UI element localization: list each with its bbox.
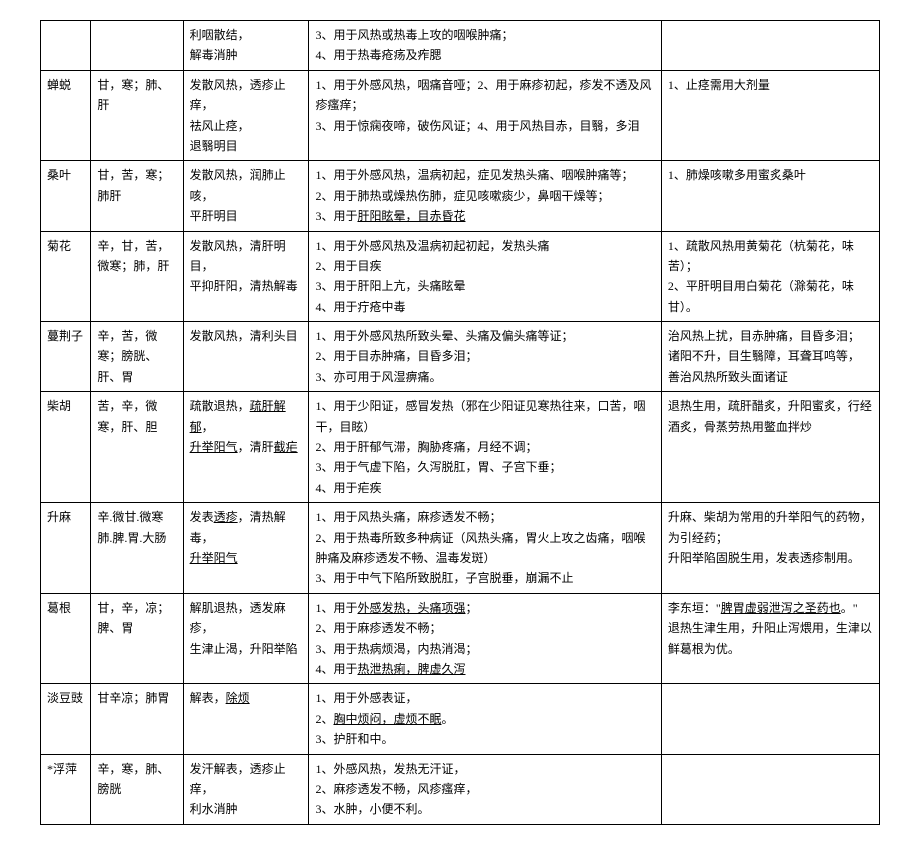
- herb-nature: 甘，辛，凉；脾、胃: [91, 593, 183, 684]
- herb-nature: 辛，甘，苦，微寒；肺，肝: [91, 231, 183, 322]
- herb-function: 发散风热，清肝明目，平抑肝阳，清热解毒: [183, 231, 309, 322]
- herb-application: 1、用于风热头痛，麻疹透发不畅；2、用于热毒所致多种病证（风热头痛，胃火上攻之齿…: [309, 503, 661, 594]
- herb-remarks: 李东垣："脾胃虚弱泄泻之圣药也。"退热生津生用，升阳止泻煨用，生津以鲜葛根为优。: [661, 593, 879, 684]
- herb-name: *浮萍: [41, 754, 91, 824]
- herb-application: 1、外感风热，发热无汗证，2、麻疹透发不畅，风疹瘙痒，3、水肿，小便不利。: [309, 754, 661, 824]
- herb-application: 3、用于风热或热毒上攻的咽喉肿痛；4、用于热毒疮疡及痄腮: [309, 21, 661, 71]
- herb-application: 1、用于少阳证，感冒发热（邪在少阳证见寒热往来，口苦，咽干，目眩）2、用于肝郁气…: [309, 392, 661, 503]
- herb-remarks: 升麻、柴胡为常用的升举阳气的药物，为引经药；升阳举陷固脱生用，发表透疹制用。: [661, 503, 879, 594]
- herb-nature: 甘，寒；肺、肝: [91, 70, 183, 161]
- herb-name: 桑叶: [41, 161, 91, 231]
- herb-name: 蝉蜕: [41, 70, 91, 161]
- table-row: 蔓荆子辛，苦，微寒；膀胱、肝、胃发散风热，清利头目1、用于外感风热所致头晕、头痛…: [41, 322, 880, 392]
- herb-function: 发散风热，润肺止咳，平肝明目: [183, 161, 309, 231]
- herb-remarks: [661, 754, 879, 824]
- herb-table: 利咽散结，解毒消肿3、用于风热或热毒上攻的咽喉肿痛；4、用于热毒疮疡及痄腮蝉蜕甘…: [40, 20, 880, 825]
- herb-function: 利咽散结，解毒消肿: [183, 21, 309, 71]
- herb-function: 解肌退热，透发麻疹，生津止渴，升阳举陷: [183, 593, 309, 684]
- table-row: 桑叶甘，苦，寒；肺肝发散风热，润肺止咳，平肝明目1、用于外感风热，温病初起，症见…: [41, 161, 880, 231]
- herb-name: [41, 21, 91, 71]
- table-row: 蝉蜕甘，寒；肺、肝发散风热，透疹止痒，祛风止痉，退翳明目1、用于外感风热，咽痛音…: [41, 70, 880, 161]
- herb-remarks: 退热生用，疏肝醋炙，升阳蜜炙，行经酒炙，骨蒸劳热用鳖血拌炒: [661, 392, 879, 503]
- herb-function: 发汗解表，透疹止痒，利水消肿: [183, 754, 309, 824]
- herb-nature: 甘辛凉；肺胃: [91, 684, 183, 754]
- herb-nature: 辛，寒，肺、膀胱: [91, 754, 183, 824]
- herb-application: 1、用于外感表证，2、胸中烦闷，虚烦不眠。3、护肝和中。: [309, 684, 661, 754]
- herb-nature: 辛.微甘.微寒肺.脾.胃.大肠: [91, 503, 183, 594]
- herb-nature: [91, 21, 183, 71]
- table-row: 葛根甘，辛，凉；脾、胃解肌退热，透发麻疹，生津止渴，升阳举陷1、用于外感发热，头…: [41, 593, 880, 684]
- table-row: 升麻辛.微甘.微寒肺.脾.胃.大肠发表透疹，清热解毒，升举阳气1、用于风热头痛，…: [41, 503, 880, 594]
- herb-nature: 苦，辛，微寒，肝、胆: [91, 392, 183, 503]
- herb-remarks: [661, 684, 879, 754]
- table-row: *浮萍辛，寒，肺、膀胱发汗解表，透疹止痒，利水消肿1、外感风热，发热无汗证，2、…: [41, 754, 880, 824]
- table-row: 柴胡苦，辛，微寒，肝、胆疏散退热，疏肝解郁，升举阳气，清肝截疟1、用于少阳证，感…: [41, 392, 880, 503]
- herb-function: 解表，除烦: [183, 684, 309, 754]
- herb-remarks: 治风热上扰，目赤肿痛，目昏多泪；诸阳不升，目生翳障，耳聋耳鸣等，善治风热所致头面…: [661, 322, 879, 392]
- herb-name: 蔓荆子: [41, 322, 91, 392]
- herb-name: 菊花: [41, 231, 91, 322]
- table-row: 淡豆豉甘辛凉；肺胃解表，除烦1、用于外感表证，2、胸中烦闷，虚烦不眠。3、护肝和…: [41, 684, 880, 754]
- herb-remarks: 1、疏散风热用黄菊花（杭菊花，味苦）；2、平肝明目用白菊花（滁菊花，味甘）。: [661, 231, 879, 322]
- table-row: 菊花辛，甘，苦，微寒；肺，肝发散风热，清肝明目，平抑肝阳，清热解毒1、用于外感风…: [41, 231, 880, 322]
- herb-application: 1、用于外感风热所致头晕、头痛及偏头痛等证；2、用于目赤肿痛，目昏多泪；3、亦可…: [309, 322, 661, 392]
- herb-name: 淡豆豉: [41, 684, 91, 754]
- herb-application: 1、用于外感风热及温病初起初起，发热头痛2、用于目疾3、用于肝阳上亢，头痛眩晕4…: [309, 231, 661, 322]
- herb-remarks: 1、肺燥咳嗽多用蜜炙桑叶: [661, 161, 879, 231]
- herb-nature: 辛，苦，微寒；膀胱、肝、胃: [91, 322, 183, 392]
- herb-function: 发散风热，清利头目: [183, 322, 309, 392]
- herb-name: 升麻: [41, 503, 91, 594]
- herb-function: 发表透疹，清热解毒，升举阳气: [183, 503, 309, 594]
- herb-application: 1、用于外感风热，温病初起，症见发热头痛、咽喉肿痛等；2、用于肺热或燥热伤肺，症…: [309, 161, 661, 231]
- herb-remarks: [661, 21, 879, 71]
- herb-name: 柴胡: [41, 392, 91, 503]
- herb-name: 葛根: [41, 593, 91, 684]
- herb-function: 疏散退热，疏肝解郁，升举阳气，清肝截疟: [183, 392, 309, 503]
- herb-remarks: 1、止痉需用大剂量: [661, 70, 879, 161]
- herb-function: 发散风热，透疹止痒，祛风止痉，退翳明目: [183, 70, 309, 161]
- herb-application: 1、用于外感发热，头痛项强；2、用于麻疹透发不畅；3、用于热病烦渴，内热消渴；4…: [309, 593, 661, 684]
- table-row: 利咽散结，解毒消肿3、用于风热或热毒上攻的咽喉肿痛；4、用于热毒疮疡及痄腮: [41, 21, 880, 71]
- herb-application: 1、用于外感风热，咽痛音哑；2、用于麻疹初起，疹发不透及风疹瘙痒；3、用于惊痫夜…: [309, 70, 661, 161]
- herb-nature: 甘，苦，寒；肺肝: [91, 161, 183, 231]
